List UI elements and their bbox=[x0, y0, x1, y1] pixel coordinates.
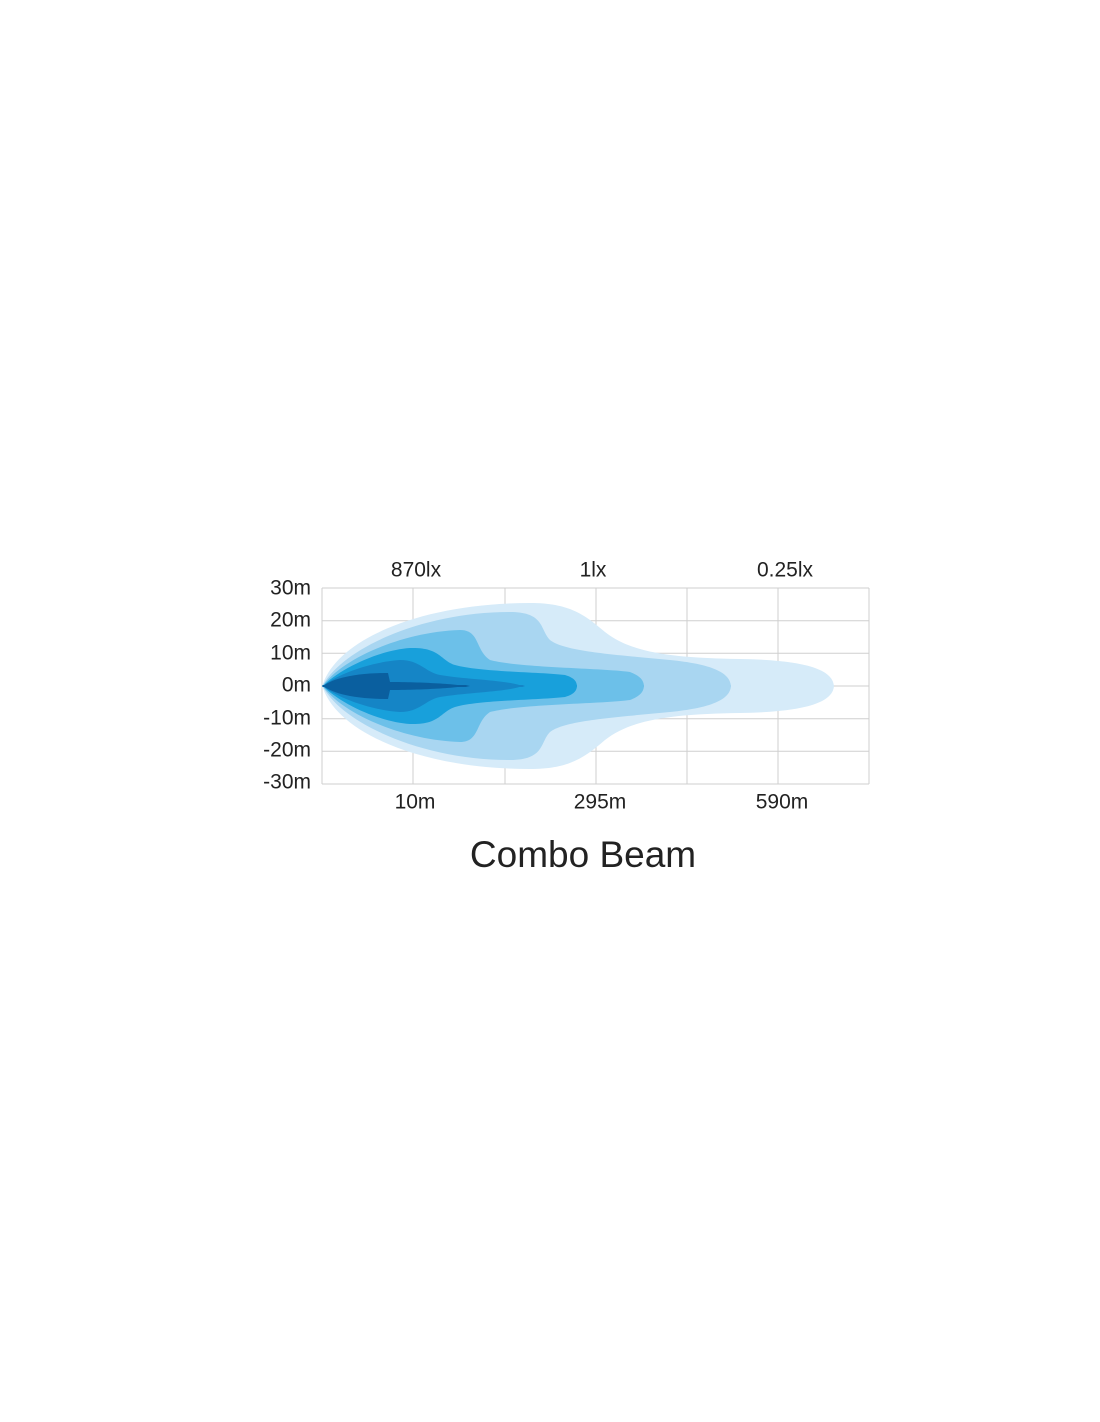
y-label: 30m bbox=[270, 577, 311, 600]
y-label: 10m bbox=[270, 642, 311, 665]
title: Combo Beam bbox=[470, 834, 696, 875]
beam-layers bbox=[322, 603, 834, 769]
distance-label: 10m bbox=[395, 791, 436, 814]
y-axis-labels: 30m 20m 10m 0m -10m -20m -30m bbox=[263, 577, 311, 794]
y-label: 20m bbox=[270, 609, 311, 632]
lux-label: 0.25lx bbox=[757, 559, 814, 582]
distance-label: 295m bbox=[574, 791, 627, 814]
top-labels: 870lx 1lx 0.25lx bbox=[391, 559, 814, 582]
beam-layer bbox=[322, 673, 470, 699]
y-label: 0m bbox=[282, 674, 311, 697]
lux-label: 1lx bbox=[580, 559, 607, 582]
y-label: -20m bbox=[263, 739, 311, 762]
y-label: -30m bbox=[263, 771, 311, 794]
lux-label: 870lx bbox=[391, 559, 442, 582]
y-label: -10m bbox=[263, 707, 311, 730]
distance-label: 590m bbox=[756, 791, 809, 814]
bottom-labels: 10m 295m 590m bbox=[395, 791, 809, 814]
